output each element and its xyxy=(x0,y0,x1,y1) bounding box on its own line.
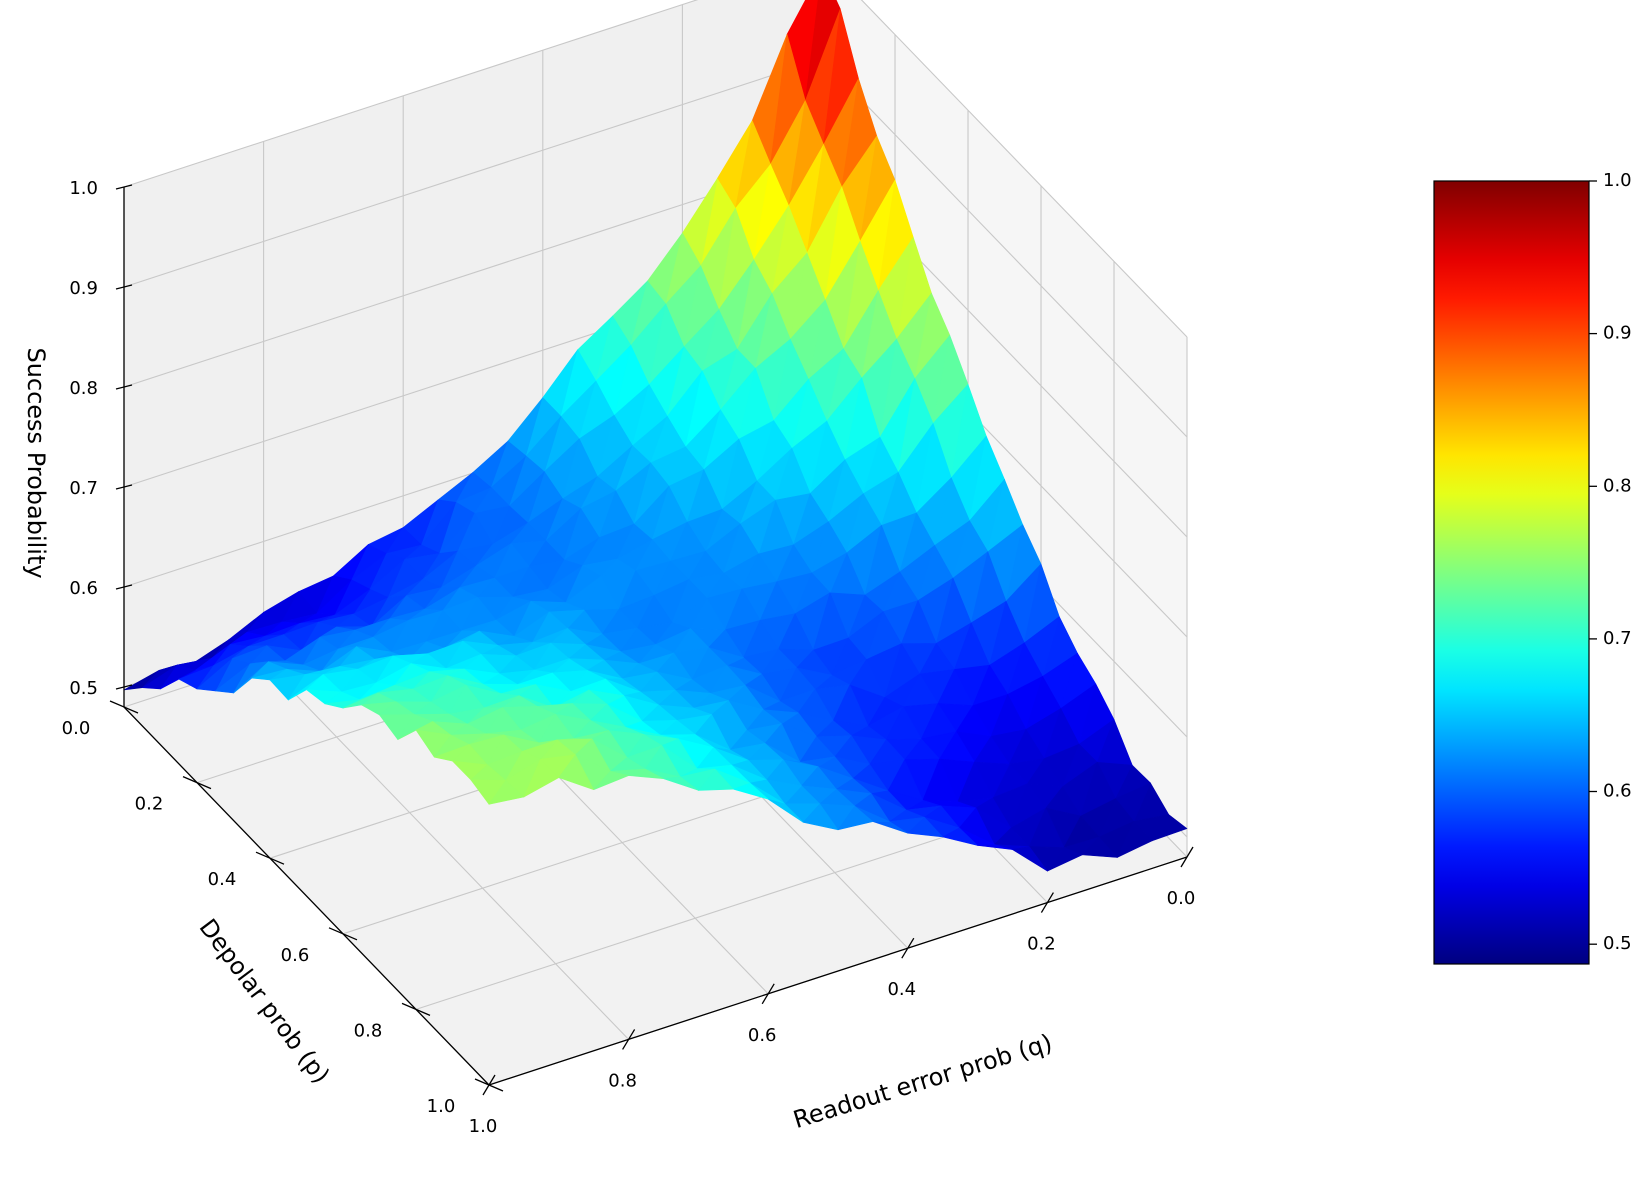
y-tick-label: 0.6 xyxy=(281,945,310,966)
x-tick xyxy=(901,937,915,959)
x-tick xyxy=(761,983,775,1005)
z-tick-label: 0.8 xyxy=(69,378,98,399)
surface-facet xyxy=(160,669,196,690)
y-tick-label: 0.4 xyxy=(208,869,237,890)
surface-facet xyxy=(1082,836,1118,858)
y-tick-label: 0.0 xyxy=(62,718,91,739)
z-tick-label: 0.7 xyxy=(69,478,98,499)
grid-line-z-back xyxy=(123,58,823,288)
z-tick-label: 0.5 xyxy=(69,678,98,699)
surface-facet xyxy=(907,816,944,838)
colorbar-tick-label: 0.5 xyxy=(1603,933,1632,954)
y-axis-line xyxy=(123,706,490,1086)
tick-marks xyxy=(109,184,1194,1096)
surface-facet xyxy=(977,844,1013,850)
z-tick xyxy=(115,584,133,590)
x-tick-label: 0.4 xyxy=(887,979,916,1000)
y-tick xyxy=(255,851,285,865)
colorbar xyxy=(1433,180,1597,965)
surface-facet xyxy=(1012,846,1048,872)
y-axis-title: Depolar prob (p) xyxy=(194,914,336,1089)
surface-facet xyxy=(433,744,470,762)
y-tick-label: 0.2 xyxy=(135,794,164,815)
y-tick-label: 0.8 xyxy=(354,1020,383,1041)
surface-facet xyxy=(523,758,560,798)
z-axis-title: Success Probability xyxy=(22,347,50,578)
y-tick xyxy=(182,776,212,790)
x-tick-label: 0.6 xyxy=(748,1025,777,1046)
x-tick xyxy=(1040,892,1054,913)
surface-facet xyxy=(1116,821,1153,858)
surface-facet xyxy=(942,827,978,846)
surface-facet xyxy=(837,805,874,831)
x-tick-label: 0.0 xyxy=(1167,888,1196,909)
grid-line-z-right xyxy=(821,58,1188,438)
x-tick-label: 0.8 xyxy=(608,1070,637,1091)
z-tick-label: 1.0 xyxy=(69,178,98,199)
colorbar-tick-label: 0.8 xyxy=(1603,475,1632,496)
x-tick xyxy=(1180,846,1194,868)
y-tick xyxy=(109,700,139,714)
colorbar-tick-label: 0.7 xyxy=(1603,628,1632,649)
x-tick xyxy=(622,1029,636,1050)
surface-facet xyxy=(767,798,804,823)
x-axis-title: Readout error prob (q) xyxy=(790,1029,1055,1134)
colorbar-ticks xyxy=(1589,180,1597,945)
grid-line-z-back xyxy=(123,0,699,188)
grid-line-z-right xyxy=(860,0,1188,338)
y-tick-label: 1.0 xyxy=(427,1096,456,1117)
colorbar-tick-label: 0.9 xyxy=(1603,323,1632,344)
z-tick xyxy=(115,284,133,290)
x-axis-line xyxy=(488,856,1188,1086)
colorbar-tick-label: 1.0 xyxy=(1603,170,1632,191)
surface-facet xyxy=(663,776,699,791)
surface-mesh xyxy=(123,0,1188,872)
tick-labels: 0.0 0.2 0.4 0.6 0.8 1.0 0.0 0.2 0.4 0.6 0.8 1.0 0.5 0… xyxy=(62,170,1632,1137)
z-tick xyxy=(115,384,133,390)
z-tick-label: 0.6 xyxy=(69,578,98,599)
grid-line-q-floor xyxy=(263,661,629,1040)
axis-lines xyxy=(123,187,1188,1086)
surface-facet xyxy=(488,780,525,805)
surface-facet xyxy=(628,768,664,780)
z-tick-label: 0.9 xyxy=(69,278,98,299)
surface-facet xyxy=(1151,814,1188,842)
y-tick xyxy=(474,1078,504,1092)
colorbar-gradient xyxy=(1433,180,1590,965)
surface-facet xyxy=(558,754,595,791)
x-tick-label: 0.2 xyxy=(1027,934,1056,955)
surface-facet xyxy=(196,658,233,692)
surface-facet xyxy=(593,770,629,791)
x-tick-label: 1.0 xyxy=(469,1116,498,1137)
surface-facet xyxy=(342,692,379,709)
y-tick xyxy=(401,1002,431,1016)
surface-facet xyxy=(802,803,839,831)
y-tick xyxy=(328,927,358,941)
surface-facet xyxy=(732,782,769,800)
z-tick xyxy=(115,684,133,690)
z-tick xyxy=(115,484,133,490)
z-tick xyxy=(115,184,133,190)
colorbar-tick-label: 0.6 xyxy=(1603,781,1632,802)
